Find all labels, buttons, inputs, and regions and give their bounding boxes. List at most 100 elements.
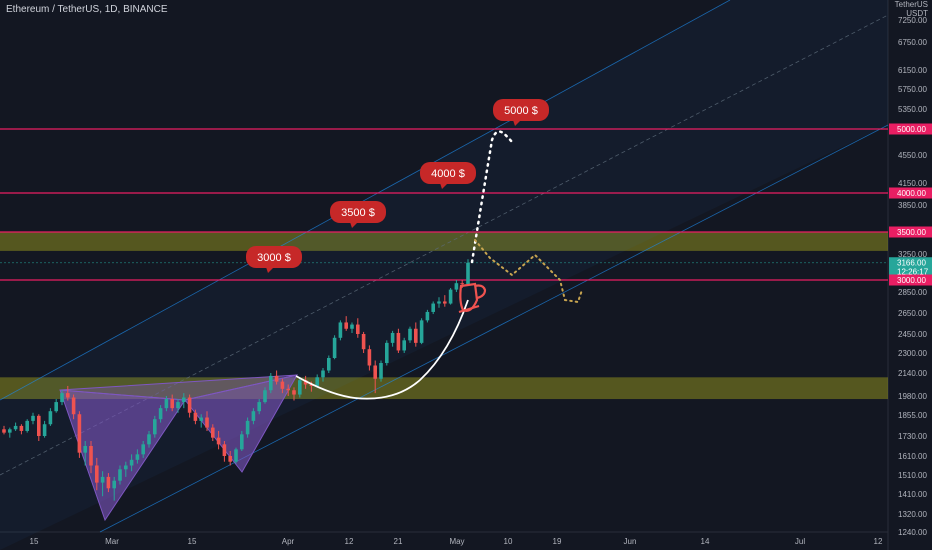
bullish-projection-dots: [470, 130, 514, 264]
y-tick-label: 5750.00: [898, 85, 927, 94]
y-axis-layer: 7250.00 6750.00 6150.00 5750.00 5350.00 4550.…: [898, 16, 927, 537]
y-tick-label: 1610.00: [898, 452, 927, 461]
candle-body: [379, 363, 383, 379]
price-tag-background: [889, 266, 932, 278]
candle-body: [193, 412, 198, 421]
candle-body: [211, 427, 215, 438]
callout-bubble: [493, 99, 549, 121]
candle-body: [443, 301, 447, 304]
candle-body: [448, 289, 453, 304]
candle-body: [158, 408, 163, 420]
x-tick-label: 19: [553, 537, 562, 546]
currency-label: TetherUS USDT: [895, 0, 928, 18]
candle-body: [164, 399, 169, 409]
price-target-callout: 4000 $: [420, 162, 476, 189]
candle-body: [344, 322, 348, 329]
candle-body: [176, 402, 180, 409]
candle-body: [350, 324, 354, 329]
price-tag-background: [889, 274, 932, 286]
candle-body: [8, 429, 12, 433]
candle-body: [373, 365, 377, 379]
candle-body: [182, 397, 186, 403]
price-tag-text: 4000.00: [897, 189, 926, 198]
candle-body: [147, 434, 151, 445]
candle-body: [390, 332, 395, 343]
y-tick-label: 1730.00: [898, 432, 927, 441]
y-tick-label: 2140.00: [898, 369, 927, 378]
candle-body: [13, 425, 18, 430]
callout-pointer: [513, 120, 521, 126]
price-target-callout: 3000 $: [246, 246, 302, 273]
candle-body: [385, 342, 389, 363]
candle-body: [118, 469, 122, 481]
x-tick-label: 14: [701, 537, 710, 546]
y-tick-label: 6150.00: [898, 66, 927, 75]
cup-curve: [295, 299, 469, 400]
y-tick-label: 1980.00: [898, 392, 927, 401]
callout-pointer: [440, 183, 448, 189]
y-tick-label: 2850.00: [898, 288, 927, 297]
y-tick-label: 4550.00: [898, 151, 927, 160]
candle-body: [419, 320, 424, 343]
candle-body: [414, 328, 418, 343]
y-tick-label: 1410.00: [898, 490, 927, 499]
y-tick-label: 7250.00: [898, 16, 927, 25]
y-tick-label: 4150.00: [898, 179, 927, 188]
candle-body: [31, 415, 35, 421]
candle-body: [240, 434, 244, 450]
x-tick-label: 12: [874, 537, 883, 546]
channel-upper-line: [0, 0, 731, 401]
y-tick-label: 2450.00: [898, 330, 927, 339]
candle-body: [402, 340, 406, 351]
candle-body: [112, 480, 116, 489]
candle-body: [89, 446, 93, 466]
y-tick-label: 1240.00: [898, 528, 927, 537]
callout-bubble: [330, 201, 386, 223]
price-tag-text: 3000.00: [897, 276, 926, 285]
candle-body: [42, 424, 47, 436]
candle-body: [54, 402, 58, 412]
candle-body: [106, 476, 111, 489]
callout-bubble: [246, 246, 302, 268]
candle-body: [356, 324, 360, 334]
candle-body: [454, 283, 459, 290]
price-tag-text: 5000.00: [897, 125, 926, 134]
callout-text: 3500 $: [341, 207, 375, 219]
price-tag-background: [889, 226, 932, 238]
candle-body: [361, 334, 366, 350]
time-axis-background: [0, 532, 888, 550]
y-tick-label: 1320.00: [898, 510, 927, 519]
callout-text: 4000 $: [431, 168, 465, 180]
price-tag-background: [889, 187, 932, 199]
candle-body: [216, 437, 221, 445]
symbol-header[interactable]: Ethereum / TetherUS, 1D, BINANCE: [6, 4, 168, 15]
candle-body: [274, 375, 279, 382]
harmonic-pattern-top: [59, 374, 298, 401]
price-tag-text: 12:26:17: [897, 268, 929, 277]
candle-body: [298, 380, 302, 395]
candle-body: [95, 465, 99, 483]
x-tick-label: 10: [504, 537, 513, 546]
candle-body: [25, 420, 29, 431]
channel-mid-line: [0, 14, 889, 476]
candle-body: [332, 337, 337, 358]
candle-body: [460, 283, 464, 285]
x-tick-label: Mar: [105, 537, 119, 546]
candle-body: [327, 358, 331, 371]
supply-demand-zone: [0, 232, 888, 251]
candle-body: [437, 301, 441, 304]
candle-body: [153, 419, 157, 435]
candle-body: [124, 465, 128, 470]
candle-body: [257, 402, 261, 412]
trophy-icon: [458, 282, 487, 314]
candle-body: [228, 456, 232, 462]
y-tick-label: 3250.00: [898, 250, 927, 259]
alternate-projection-dots: [474, 239, 583, 304]
candle-body: [234, 449, 238, 462]
candle-body: [100, 476, 105, 483]
price-labels-layer: 5000.00 4000.00 3500.00 3166.0012:26:173000…: [889, 123, 932, 286]
candle-body: [292, 390, 296, 395]
x-axis-layer: 15 Mar 15 Apr 12 21 May 10 19 Jun 14 Jul 12: [30, 537, 883, 546]
candle-body: [431, 303, 435, 312]
